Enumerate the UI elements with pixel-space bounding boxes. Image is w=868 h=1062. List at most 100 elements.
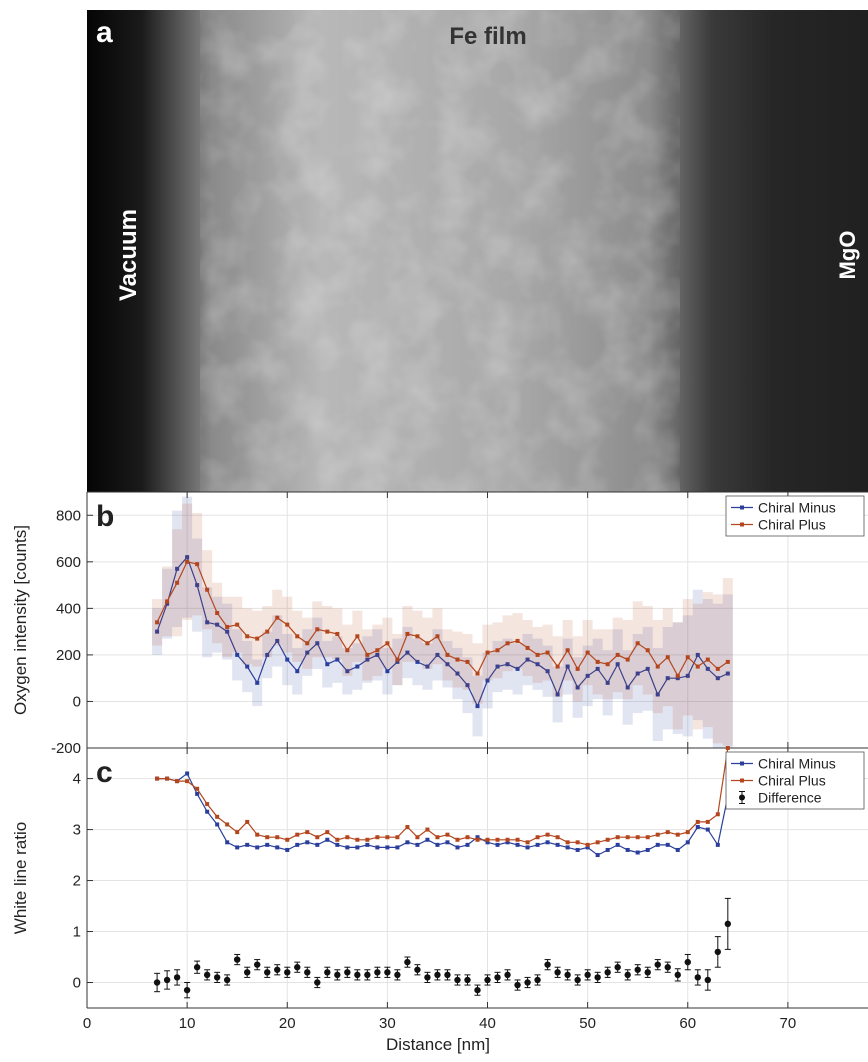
data-point bbox=[715, 812, 720, 817]
data-point bbox=[414, 966, 421, 973]
y-tick-label: -200 bbox=[51, 740, 81, 757]
data-point bbox=[464, 976, 471, 984]
data-point bbox=[715, 666, 720, 671]
data-point bbox=[425, 664, 430, 669]
series bbox=[155, 771, 730, 858]
data-point bbox=[455, 671, 460, 676]
data-point bbox=[445, 832, 450, 837]
data-point bbox=[525, 840, 530, 845]
data-point bbox=[585, 845, 590, 850]
legend-symbol bbox=[740, 778, 744, 783]
x-tick-label: 70 bbox=[780, 1015, 797, 1032]
data-point bbox=[435, 634, 440, 639]
data-point bbox=[695, 819, 700, 824]
data-point bbox=[305, 650, 310, 655]
data-point bbox=[545, 840, 550, 845]
data-point bbox=[535, 842, 540, 847]
x-tick-label: 10 bbox=[179, 1015, 196, 1032]
data-point bbox=[595, 659, 600, 664]
data-point bbox=[495, 648, 500, 653]
data-point bbox=[565, 648, 570, 653]
data-point bbox=[365, 652, 370, 657]
data-point bbox=[635, 671, 640, 676]
data-point bbox=[485, 650, 490, 655]
data-point bbox=[215, 622, 220, 627]
data-point bbox=[514, 981, 521, 989]
data-point bbox=[675, 673, 680, 678]
data-point bbox=[275, 638, 280, 643]
data-point bbox=[435, 842, 440, 847]
data-point bbox=[515, 837, 520, 842]
x-tick-label: 0 bbox=[83, 1015, 91, 1032]
data-point bbox=[485, 837, 490, 842]
data-point bbox=[505, 641, 510, 646]
data-point bbox=[295, 842, 300, 847]
region-label: Fe film bbox=[449, 23, 526, 50]
data-point bbox=[215, 822, 220, 827]
y-tick-label: 3 bbox=[73, 822, 81, 839]
data-point bbox=[235, 622, 240, 627]
data-point bbox=[504, 971, 511, 979]
data-point bbox=[674, 971, 681, 979]
data-point bbox=[585, 842, 590, 847]
data-point bbox=[405, 631, 410, 636]
data-point bbox=[364, 971, 371, 979]
legend-label: Chiral Minus bbox=[758, 500, 836, 516]
data-point bbox=[525, 657, 530, 662]
data-point bbox=[645, 835, 650, 840]
data-point bbox=[495, 837, 500, 842]
data-point bbox=[183, 986, 191, 994]
data-point bbox=[395, 845, 400, 850]
data-point bbox=[574, 976, 581, 984]
data-point bbox=[405, 825, 410, 830]
data-point bbox=[534, 976, 541, 984]
data-point bbox=[604, 969, 611, 976]
data-point bbox=[425, 641, 430, 646]
data-point bbox=[495, 664, 500, 669]
data-point bbox=[254, 961, 261, 968]
data-point bbox=[265, 835, 270, 840]
data-point bbox=[375, 845, 380, 850]
data-point bbox=[285, 837, 290, 842]
data-point bbox=[524, 979, 531, 986]
data-point bbox=[325, 629, 330, 634]
data-point bbox=[595, 666, 600, 671]
data-point bbox=[295, 832, 300, 837]
data-point bbox=[205, 587, 210, 592]
data-point bbox=[325, 662, 330, 667]
data-point bbox=[695, 652, 700, 657]
data-point bbox=[704, 976, 711, 984]
data-point bbox=[225, 822, 230, 827]
data-point bbox=[685, 655, 690, 660]
legend-symbol bbox=[740, 505, 744, 510]
series bbox=[155, 746, 730, 847]
data-point bbox=[565, 840, 570, 845]
data-point bbox=[425, 827, 430, 832]
data-point bbox=[185, 555, 190, 560]
data-point bbox=[345, 648, 350, 653]
data-point bbox=[185, 779, 190, 784]
data-point bbox=[163, 976, 171, 984]
data-point bbox=[555, 664, 560, 669]
data-point bbox=[335, 837, 340, 842]
series bbox=[152, 496, 733, 748]
data-point bbox=[365, 837, 370, 842]
legend-symbol bbox=[740, 522, 744, 527]
data-point bbox=[223, 976, 231, 984]
series-line bbox=[157, 747, 729, 846]
data-point bbox=[445, 840, 450, 845]
data-point bbox=[445, 662, 450, 667]
data-point bbox=[185, 771, 190, 776]
data-point bbox=[715, 842, 720, 847]
data-point bbox=[215, 814, 220, 819]
series bbox=[153, 897, 732, 999]
data-point bbox=[634, 966, 641, 973]
data-point bbox=[285, 622, 290, 627]
data-point bbox=[255, 845, 260, 850]
data-point bbox=[625, 835, 630, 840]
data-point bbox=[193, 964, 201, 971]
data-point bbox=[315, 835, 320, 840]
data-point bbox=[584, 971, 591, 979]
data-point bbox=[705, 819, 710, 824]
